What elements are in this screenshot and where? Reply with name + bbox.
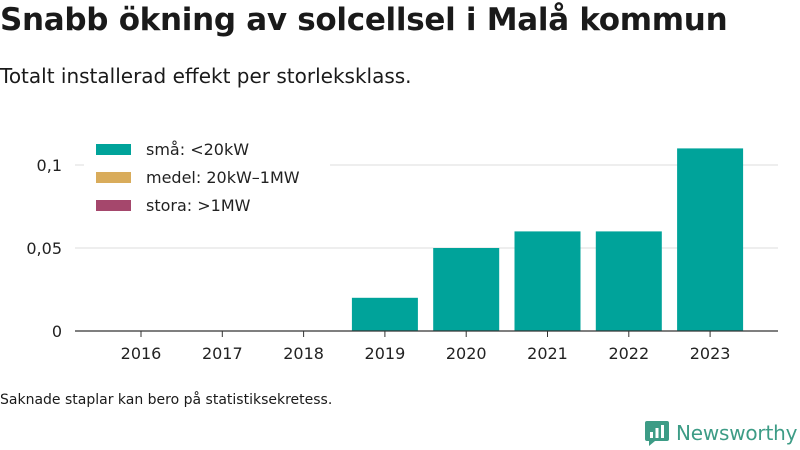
legend: små: <20kW medel: 20kW–1MW stora: >1MW xyxy=(84,134,330,220)
legend-swatch xyxy=(96,200,131,211)
y-tick-label: 0,1 xyxy=(37,156,62,175)
x-tick-label: 2020 xyxy=(446,344,487,363)
bar xyxy=(433,248,500,331)
bar xyxy=(351,297,418,331)
x-tick-label: 2016 xyxy=(121,344,162,363)
legend-label: stora: >1MW xyxy=(146,196,251,215)
legend-swatch xyxy=(96,144,131,155)
chart-title: Snabb ökning av solcellsel i Malå kommun xyxy=(0,2,728,38)
x-tick-label: 2021 xyxy=(527,344,568,363)
legend-swatch xyxy=(96,172,131,183)
x-tick-label: 2019 xyxy=(365,344,406,363)
y-tick-label: 0,05 xyxy=(26,239,62,258)
legend-label: medel: 20kW–1MW xyxy=(146,168,300,187)
x-tick-label: 2017 xyxy=(202,344,243,363)
legend-label: små: <20kW xyxy=(146,140,249,159)
bar xyxy=(595,231,662,331)
x-tick-label: 2022 xyxy=(608,344,649,363)
bars xyxy=(351,148,744,331)
y-tick-label: 0 xyxy=(52,322,62,341)
newsworthy-logo-icon xyxy=(645,421,669,446)
bar xyxy=(677,148,744,331)
brand-name: Newsworthy xyxy=(676,421,798,445)
footnote: Saknade staplar kan bero på statistiksek… xyxy=(0,392,333,408)
x-tick-label: 2018 xyxy=(283,344,324,363)
bar xyxy=(514,231,581,331)
axes: 0 0,05 0,1 2016 2017 2018 2019 2020 2021 2022 2023 xyxy=(26,156,778,363)
x-tick-label: 2023 xyxy=(690,344,731,363)
brand-logo: Newsworthy xyxy=(644,419,797,447)
chart-subtitle: Totalt installerad effekt per storlekskl… xyxy=(0,64,412,88)
